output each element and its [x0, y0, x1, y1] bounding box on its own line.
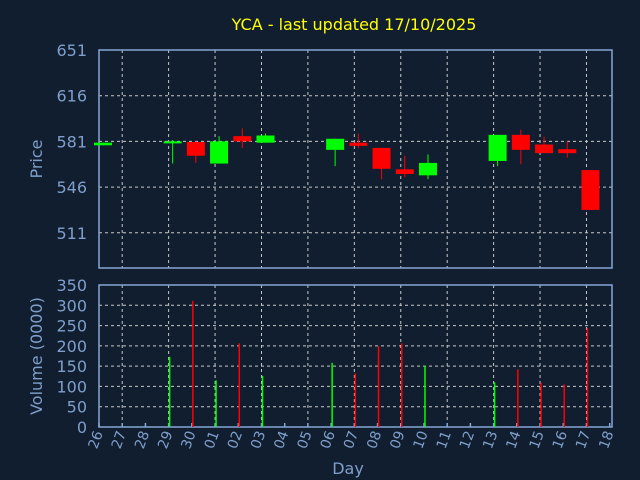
x-tick-label: 03 [248, 429, 269, 451]
x-tick-label: 28 [132, 429, 153, 451]
volume-tick-label: 100 [56, 377, 87, 396]
x-tick-label: 27 [109, 429, 130, 451]
x-tick-label: 04 [271, 429, 292, 451]
candle-down [535, 144, 554, 154]
x-tick-label: 09 [387, 429, 408, 451]
candle-up [326, 138, 345, 150]
candle-down [581, 170, 600, 210]
candle-down [511, 134, 530, 150]
price-panel-frame [98, 49, 613, 269]
volume-tick-label: 150 [56, 357, 87, 376]
volume-tick-label: 0 [77, 418, 87, 437]
price-axis-label: Price [27, 139, 46, 178]
x-tick-label: 13 [480, 429, 501, 451]
candle-up [488, 134, 507, 161]
candle-up [163, 141, 182, 144]
candle-up [256, 135, 275, 143]
x-tick-label: 26 [86, 429, 107, 451]
volume-tick-label: 350 [56, 276, 87, 295]
candle-down [186, 142, 205, 156]
price-tick-label: 651 [56, 41, 87, 60]
x-tick-label: 17 [573, 429, 594, 451]
candle-down [233, 136, 252, 142]
price-tick-label: 581 [56, 132, 87, 151]
volume-tick-label: 200 [56, 337, 87, 356]
x-tick-label: 15 [527, 429, 548, 451]
x-tick-label: 05 [295, 429, 316, 451]
x-tick-label: 18 [596, 429, 617, 451]
x-tick-label: 29 [155, 429, 176, 451]
volume-tick-label: 300 [56, 296, 87, 315]
x-tick-label: 12 [457, 429, 478, 451]
chart-title: YCA - last updated 17/10/2025 [231, 15, 477, 34]
volume-tick-label: 50 [67, 398, 87, 417]
x-tick-label: 10 [411, 429, 432, 451]
x-tick-label: 07 [341, 429, 362, 451]
x-tick-label: 30 [178, 429, 199, 451]
price-tick-label: 511 [56, 224, 87, 243]
candle-down [558, 149, 577, 154]
x-tick-label: 01 [202, 429, 223, 451]
candle-down [372, 147, 391, 169]
price-tick-label: 546 [56, 178, 87, 197]
candle-down [395, 169, 414, 175]
x-tick-label: 06 [318, 429, 339, 451]
candle-up [210, 141, 229, 164]
candle-up [94, 142, 112, 146]
candle-up [418, 162, 437, 176]
price-tick-label: 616 [56, 87, 87, 106]
volume-axis-label: Volume (0000) [27, 297, 46, 415]
x-axis-label: Day [332, 459, 364, 478]
x-tick-label: 08 [364, 429, 385, 451]
candle-down [349, 142, 368, 146]
x-tick-label: 02 [225, 429, 246, 451]
volume-tick-label: 250 [56, 317, 87, 336]
x-tick-label: 14 [503, 429, 524, 451]
x-tick-label: 11 [434, 429, 455, 451]
x-tick-label: 16 [550, 429, 571, 451]
